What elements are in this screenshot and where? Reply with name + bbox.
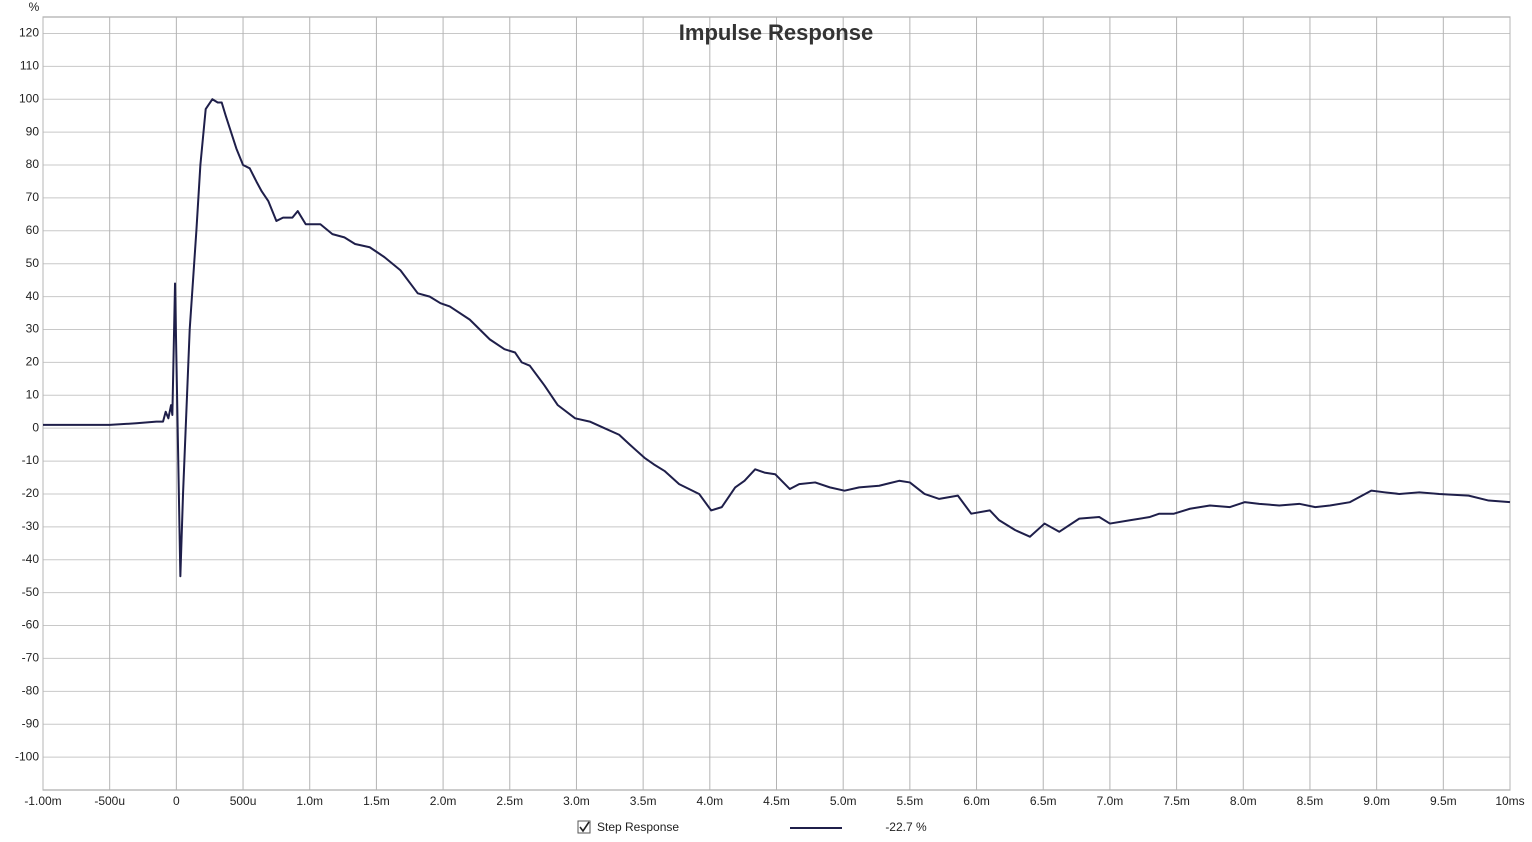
y-axis-label: % <box>29 0 40 14</box>
y-tick-label: 0 <box>32 420 39 434</box>
x-tick-label: 7.0m <box>1097 794 1124 808</box>
y-tick-label: 10 <box>26 387 40 401</box>
x-tick-label: 0 <box>173 794 180 808</box>
x-tick-label: 5.0m <box>830 794 857 808</box>
lines <box>43 98 1511 578</box>
y-tick-label: 90 <box>26 124 40 138</box>
x-tick-label: 5.5m <box>897 794 924 808</box>
x-tick-label: 1.0m <box>296 794 323 808</box>
y-tick-label: 40 <box>26 289 40 303</box>
x-tick-label: 3.5m <box>630 794 657 808</box>
y-tick-label: -100 <box>15 749 39 763</box>
data-line <box>43 98 1511 578</box>
x-tick-label: -1.00m <box>24 794 61 808</box>
y-tick-label: -50 <box>22 585 40 599</box>
x-tick-label: 9.0m <box>1363 794 1390 808</box>
y-tick-label: 60 <box>26 223 40 237</box>
x-tick-label: 500u <box>230 794 257 808</box>
chart-title: Impulse Response <box>679 20 873 45</box>
x-tick-label: -500u <box>94 794 125 808</box>
y-tick-label: 70 <box>26 190 40 204</box>
x-tick-label: 8.0m <box>1230 794 1257 808</box>
checkmark <box>579 821 590 833</box>
y-tick-label: 30 <box>26 322 40 336</box>
y-tick-label: -80 <box>22 683 40 697</box>
x-tick-label: 1.5m <box>363 794 390 808</box>
y-tick-label: 100 <box>19 91 39 105</box>
y-tick-label: 110 <box>20 59 39 73</box>
x-tick-label: 3.0m <box>563 794 590 808</box>
y-tick-label: 80 <box>26 157 40 171</box>
x-tick-label: 9.5m <box>1430 794 1457 808</box>
y-tick-label: 20 <box>26 355 40 369</box>
x-tick-label: 7.5m <box>1163 794 1190 808</box>
y-tick-label: -10 <box>22 453 40 467</box>
x-tick-label: 6.5m <box>1030 794 1057 808</box>
grid <box>42 17 1511 790</box>
y-tick-label: -40 <box>22 552 40 566</box>
x-tick-label: 2.0m <box>430 794 457 808</box>
y-tick-label: -70 <box>22 651 40 665</box>
x-tick-label: 4.5m <box>763 794 790 808</box>
x-tick-label: 4.0m <box>696 794 723 808</box>
legend-value: -22.7 % <box>885 820 927 834</box>
y-tick-label: -30 <box>22 519 40 533</box>
x-tick-label: 2.5m <box>496 794 523 808</box>
y-tick-label: -20 <box>22 486 40 500</box>
y-tick-label: -90 <box>22 716 40 730</box>
x-tick-label: 6.0m <box>963 794 990 808</box>
x-tick-label: 10ms <box>1495 794 1524 808</box>
x-tick-label: 8.5m <box>1297 794 1324 808</box>
y-tick-label: -60 <box>22 618 40 632</box>
y-tick-label: 120 <box>19 26 39 40</box>
legend-label: Step Response <box>597 820 679 834</box>
y-tick-label: 50 <box>26 256 40 270</box>
